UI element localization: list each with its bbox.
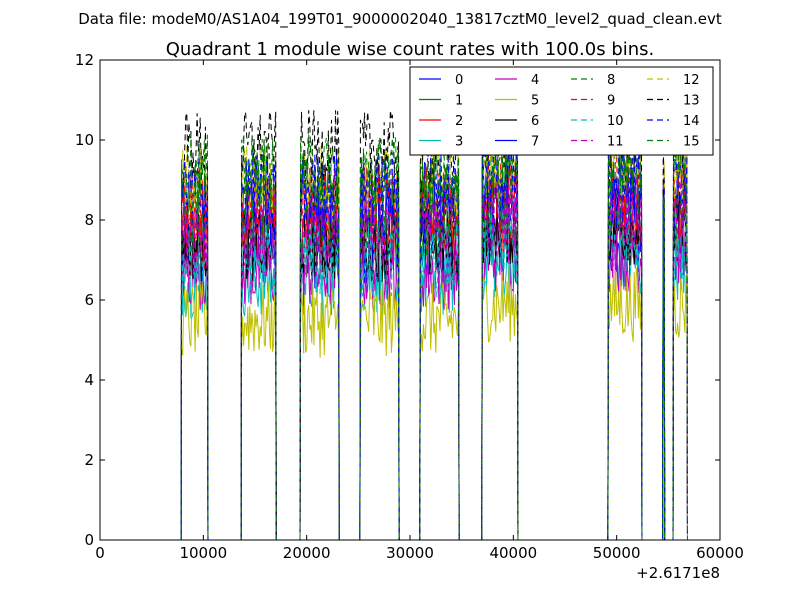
series-line-11 <box>180 174 688 540</box>
x-tick-label: 0 <box>95 544 105 562</box>
legend-label-8: 8 <box>607 73 615 88</box>
legend-label-4: 4 <box>531 73 539 88</box>
legend-label-10: 10 <box>607 114 624 129</box>
x-tick-label: 40000 <box>489 544 537 562</box>
legend-label-7: 7 <box>531 135 539 150</box>
legend-label-9: 9 <box>607 94 615 109</box>
y-tick-label: 2 <box>84 451 94 469</box>
legend-label-2: 2 <box>455 114 463 129</box>
x-offset-label: +2.6171e8 <box>636 564 720 582</box>
series-line-15 <box>180 117 688 540</box>
series-line-5 <box>180 267 688 540</box>
chart-title: Quadrant 1 module wise count rates with … <box>166 39 655 60</box>
series-layer <box>180 94 688 540</box>
y-tick-label: 6 <box>84 291 94 309</box>
y-tick-label: 8 <box>84 211 94 229</box>
legend-label-1: 1 <box>455 94 463 109</box>
legend-label-12: 12 <box>683 73 700 88</box>
y-tick-label: 10 <box>75 131 94 149</box>
y-tick-label: 12 <box>75 51 94 69</box>
y-tick-label: 4 <box>84 371 94 389</box>
legend-label-14: 14 <box>683 114 700 129</box>
legend-label-15: 15 <box>683 135 700 150</box>
series-line-9 <box>180 150 688 540</box>
series-line-10 <box>180 205 688 540</box>
legend-label-13: 13 <box>683 94 700 109</box>
chart-suptitle: Data file: modeM0/AS1A04_199T01_90000020… <box>78 10 722 29</box>
legend-label-0: 0 <box>455 73 463 88</box>
x-tick-label: 10000 <box>179 544 227 562</box>
y-tick-label: 0 <box>84 531 94 549</box>
x-tick-label: 20000 <box>283 544 331 562</box>
x-tick-label: 30000 <box>386 544 434 562</box>
legend-label-3: 3 <box>455 135 463 150</box>
x-tick-label: 60000 <box>696 544 744 562</box>
x-tick-label: 50000 <box>593 544 641 562</box>
legend-label-6: 6 <box>531 114 539 129</box>
series-line-14 <box>180 135 688 540</box>
legend-label-11: 11 <box>607 135 624 150</box>
legend-label-5: 5 <box>531 94 539 109</box>
